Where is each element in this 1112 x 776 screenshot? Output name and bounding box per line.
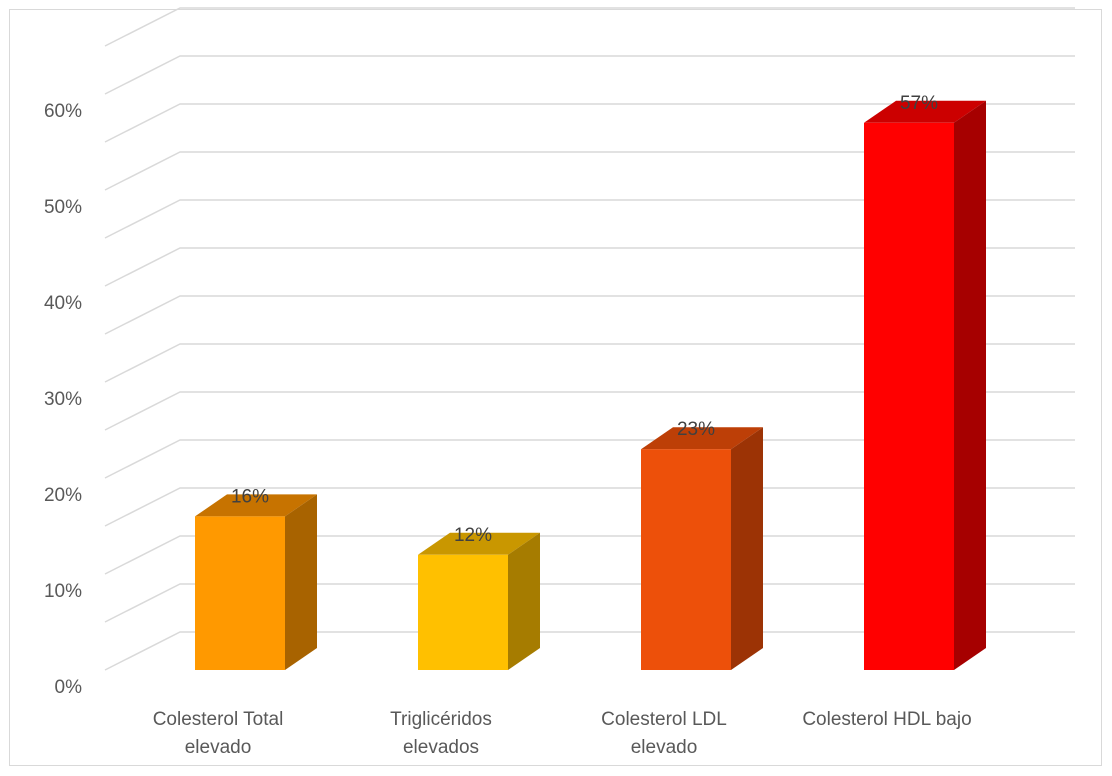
gridline <box>104 535 1075 575</box>
bar-front-face <box>864 122 954 671</box>
gridline <box>104 583 1075 623</box>
bar <box>641 427 763 670</box>
bar <box>418 532 540 670</box>
data-label: 57% <box>900 93 938 114</box>
data-labels: 16% 12% 23% 57% <box>231 93 938 546</box>
x-category-label: elevados <box>403 737 479 758</box>
y-tick-label: 50% <box>44 197 82 218</box>
y-axis: 0% 10% 20% 30% 40% 50% 60% <box>44 101 82 698</box>
x-category-label: Colesterol LDL <box>601 709 727 730</box>
gridline <box>104 199 1075 239</box>
bar-side-face <box>508 532 540 670</box>
gridline <box>104 103 1075 143</box>
y-tick-label: 60% <box>44 101 82 122</box>
y-tick-label: 40% <box>44 293 82 314</box>
bar-front-face <box>195 516 285 670</box>
bar-side-face <box>954 100 986 671</box>
gridline <box>104 55 1075 95</box>
y-tick-label: 20% <box>44 485 82 506</box>
data-label: 23% <box>677 419 715 440</box>
gridline <box>104 391 1075 431</box>
gridline <box>104 487 1075 527</box>
gridline <box>104 295 1075 335</box>
data-label: 12% <box>454 525 492 546</box>
x-category-label: Colesterol HDL bajo <box>802 709 971 730</box>
gridlines <box>104 7 1075 671</box>
data-label: 16% <box>231 486 269 507</box>
gridline <box>104 247 1075 287</box>
gridline <box>104 343 1075 383</box>
x-category-label: Triglicéridos <box>390 709 492 730</box>
x-axis: Colesterol Total elevado Triglicéridos elev… <box>153 709 972 758</box>
gridline <box>104 439 1075 479</box>
bar <box>195 494 317 670</box>
y-tick-label: 10% <box>44 581 82 602</box>
bar-top-face <box>864 100 986 123</box>
y-tick-label: 0% <box>55 677 83 698</box>
gridline <box>104 7 1075 47</box>
bar-top-face <box>195 494 317 517</box>
x-category-label: elevado <box>185 737 252 758</box>
bar-side-face <box>731 427 763 670</box>
gridline <box>104 151 1075 191</box>
bar-front-face <box>418 554 508 670</box>
bars <box>195 100 986 671</box>
bar-front-face <box>641 449 731 670</box>
y-tick-label: 30% <box>44 389 82 410</box>
bar-top-face <box>641 427 763 450</box>
bar-side-face <box>285 494 317 670</box>
x-category-label: elevado <box>631 737 698 758</box>
x-category-label: Colesterol Total <box>153 709 284 730</box>
bar-top-face <box>418 532 540 555</box>
gridline <box>104 631 1075 671</box>
bar <box>864 100 986 671</box>
